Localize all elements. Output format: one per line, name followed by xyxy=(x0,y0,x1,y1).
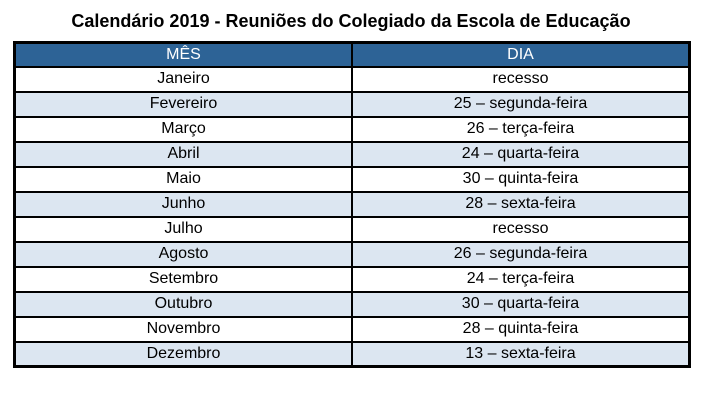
table-row: Junho 28 – sexta-feira xyxy=(13,190,691,218)
table-row: Julho recesso xyxy=(13,215,691,243)
page-title: Calendário 2019 - Reuniões do Colegiado … xyxy=(71,11,631,31)
cell-month: Março xyxy=(13,115,353,143)
cell-day: 13 – sexta-feira xyxy=(351,340,691,368)
table-row: Abril 24 – quarta-feira xyxy=(13,140,691,168)
cell-day: recesso xyxy=(351,215,691,243)
cell-month: Maio xyxy=(13,165,353,193)
table-row: Março 26 – terça-feira xyxy=(13,115,691,143)
cell-month: Dezembro xyxy=(13,340,353,368)
table-row: Janeiro recesso xyxy=(13,65,691,93)
cell-month: Agosto xyxy=(13,240,353,268)
table-row: Fevereiro 25 – segunda-feira xyxy=(13,90,691,118)
cell-day: 30 – quarta-feira xyxy=(351,290,691,318)
cell-month: Janeiro xyxy=(13,65,353,93)
cell-month: Setembro xyxy=(13,265,353,293)
cell-month: Abril xyxy=(13,140,353,168)
table-row: Agosto 26 – segunda-feira xyxy=(13,240,691,268)
table-row: Maio 30 – quinta-feira xyxy=(13,165,691,193)
cell-month: Fevereiro xyxy=(13,90,353,118)
column-header-dia: DIA xyxy=(351,41,691,68)
table-row: Dezembro 13 – sexta-feira xyxy=(13,340,691,368)
table-row: Outubro 30 – quarta-feira xyxy=(13,290,691,318)
table-header-row: MÊS DIA xyxy=(13,41,691,68)
calendar-table: MÊS DIA Janeiro recesso Fevereiro 25 – s… xyxy=(13,41,691,368)
cell-day: 28 – sexta-feira xyxy=(351,190,691,218)
cell-day: 28 – quinta-feira xyxy=(351,315,691,343)
cell-month: Junho xyxy=(13,190,353,218)
cell-month: Julho xyxy=(13,215,353,243)
cell-day: 25 – segunda-feira xyxy=(351,90,691,118)
cell-day: 24 – quarta-feira xyxy=(351,140,691,168)
table-row: Novembro 28 – quinta-feira xyxy=(13,315,691,343)
cell-day: recesso xyxy=(351,65,691,93)
table-row: Setembro 24 – terça-feira xyxy=(13,265,691,293)
column-header-mes: MÊS xyxy=(13,41,353,68)
cell-month: Outubro xyxy=(13,290,353,318)
cell-day: 30 – quinta-feira xyxy=(351,165,691,193)
cell-day: 24 – terça-feira xyxy=(351,265,691,293)
cell-day: 26 – terça-feira xyxy=(351,115,691,143)
cell-month: Novembro xyxy=(13,315,353,343)
cell-day: 26 – segunda-feira xyxy=(351,240,691,268)
